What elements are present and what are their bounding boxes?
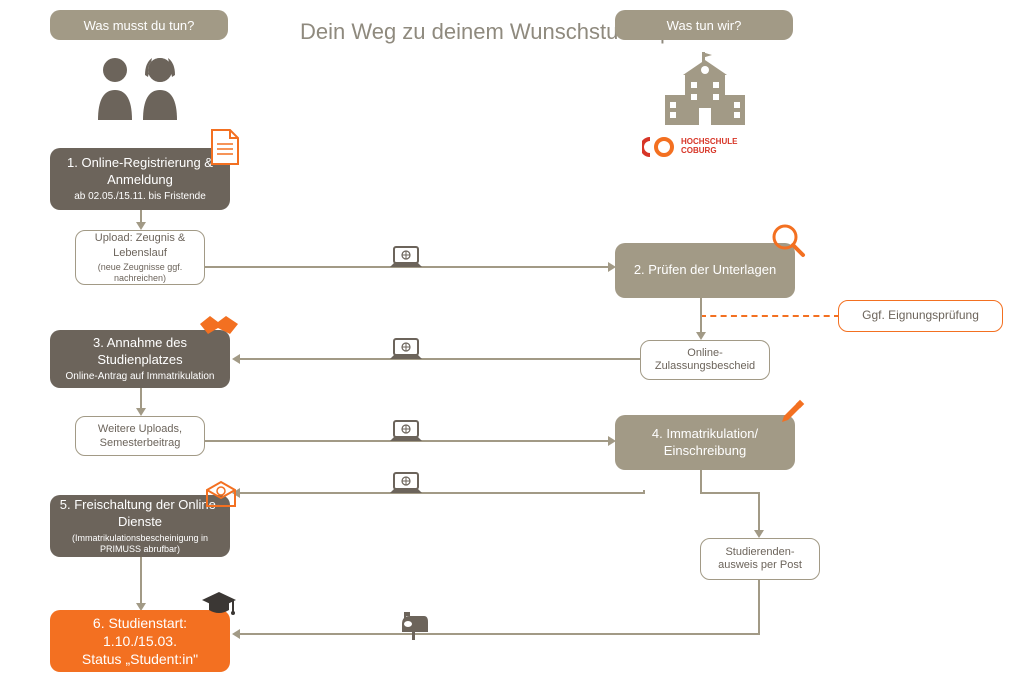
step5-sub: (Immatrikulationsbescheinigung in PRIMUS…	[58, 533, 222, 555]
upload1-sub: (neue Zeugnisse ggf. nachreichen)	[84, 262, 196, 284]
graduation-cap-icon	[200, 590, 238, 618]
upload1-title: Upload: Zeugnis & Lebenslauf	[84, 231, 196, 260]
step6-title: 6. Studienstart: 1.10./15.03.	[58, 614, 222, 650]
step3-title: 3. Annahme des Studienplatzes	[58, 335, 222, 369]
mailbox-icon	[398, 612, 430, 642]
ausweis-title: Studierenden-ausweis per Post	[709, 546, 811, 572]
pencil-icon	[778, 398, 806, 426]
bescheid-title: Online-Zulassungsbescheid	[649, 347, 761, 373]
step6-sub: Status „Student:in"	[82, 650, 198, 668]
step5-title: 5. Freischaltung der Online-Dienste	[58, 497, 222, 531]
left-header: Was musst du tun?	[50, 10, 228, 40]
step3-sub: Online-Antrag auf Immatrikulation	[66, 371, 215, 383]
step1-title: 1. Online-Registrierung & Anmeldung	[58, 155, 222, 189]
document-icon	[210, 128, 240, 166]
people-icon	[90, 55, 190, 120]
step6-box: 6. Studienstart: 1.10./15.03. Status „St…	[50, 610, 230, 672]
step4-box: 4. Immatrikulation/ Einschreibung	[615, 415, 795, 470]
magnifier-icon	[770, 222, 806, 258]
step1-sub: ab 02.05./15.11. bis Fristende	[74, 191, 206, 203]
step2-title: 2. Prüfen der Unterlagen	[634, 262, 776, 279]
ausweis-box: Studierenden-ausweis per Post	[700, 538, 820, 580]
eignung-box: Ggf. Eignungsprüfung	[838, 300, 1003, 332]
right-header: Was tun wir?	[615, 10, 793, 40]
eignung-connector	[700, 315, 840, 317]
laptop-icon	[388, 245, 424, 271]
envelope-at-icon	[205, 480, 237, 508]
step4-title: 4. Immatrikulation/ Einschreibung	[623, 426, 787, 460]
step2-box: 2. Prüfen der Unterlagen	[615, 243, 795, 298]
hochschule-logo: HOCHSCHULE COBURG	[642, 135, 737, 159]
handshake-icon	[198, 310, 240, 340]
upload2-title: Weitere Uploads, Semesterbeitrag	[84, 422, 196, 451]
upload2-box: Weitere Uploads, Semesterbeitrag	[75, 416, 205, 456]
eignung-label: Ggf. Eignungsprüfung	[862, 308, 979, 324]
laptop-icon	[388, 471, 424, 497]
bescheid-box: Online-Zulassungsbescheid	[640, 340, 770, 380]
step5-box: 5. Freischaltung der Online-Dienste (Imm…	[50, 495, 230, 557]
laptop-icon	[388, 419, 424, 445]
step1-box: 1. Online-Registrierung & Anmeldung ab 0…	[50, 148, 230, 210]
logo-line2: COBURG	[681, 147, 737, 156]
laptop-icon	[388, 337, 424, 363]
upload1-box: Upload: Zeugnis & Lebenslauf (neue Zeugn…	[75, 230, 205, 285]
university-icon	[655, 50, 755, 130]
